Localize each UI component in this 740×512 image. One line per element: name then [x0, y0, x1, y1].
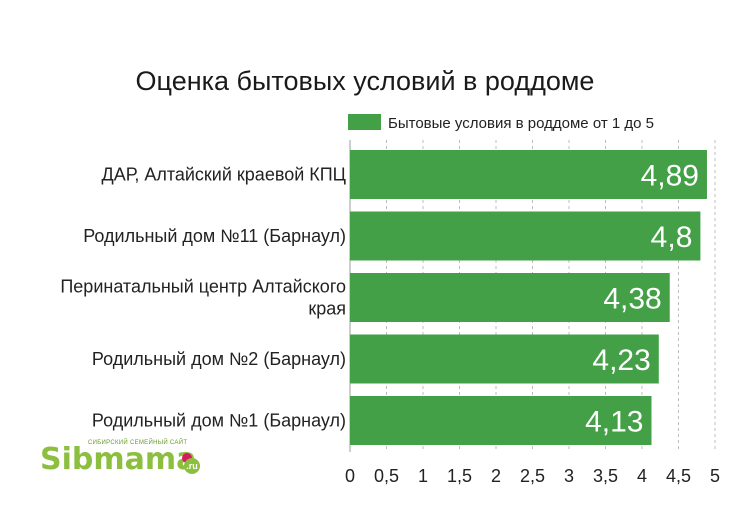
watermark-brand: Sibmama: [40, 442, 196, 477]
watermark-domain: .ru: [186, 461, 198, 471]
x-tick-label: 1: [418, 466, 428, 486]
chart-title: Оценка бытовых условий в роддоме: [136, 66, 595, 96]
legend-swatch: [348, 114, 381, 130]
x-tick-label: 5: [710, 466, 720, 486]
category-label: Родильный дом №2 (Барнаул): [92, 349, 346, 369]
x-tick-label: 3,5: [593, 466, 618, 486]
category-label: Родильный дом №1 (Барнаул): [92, 411, 346, 431]
x-tick-label: 2: [491, 466, 501, 486]
x-axis-ticks: 0 0,5 1 1,5 2 2,5 3 3,5 4 4,5 5: [345, 466, 720, 486]
bar: [350, 334, 659, 384]
bar-value-label: 4,89: [641, 160, 699, 193]
bars: [350, 150, 707, 445]
bar: [350, 396, 652, 445]
watermark-tagline: СИБИРСКИЙ СЕМЕЙНЫЙ САЙТ: [88, 438, 187, 446]
bar: [350, 211, 701, 261]
watermark-badge-icon: [184, 458, 200, 474]
x-tick-label: 4: [637, 466, 647, 486]
category-label: Родильный дом №11 (Барнаул): [83, 226, 346, 246]
sibmama-watermark: СИБИРСКИЙ СЕМЕЙНЫЙ САЙТ Sibmama .ru: [40, 438, 200, 477]
x-tick-label: 1,5: [447, 466, 472, 486]
legend-label: Бытовые условия в роддоме от 1 до 5: [388, 115, 654, 132]
bar-value-label: 4,38: [603, 283, 661, 316]
bar-value-label: 4,23: [592, 344, 650, 377]
category-label: ДАР, Алтайский краевой КПЦ: [102, 165, 346, 185]
bar-value-label: 4,8: [651, 221, 693, 254]
category-label: края: [308, 299, 346, 319]
value-labels: 4,89 4,8 4,38 4,23 4,13: [585, 160, 699, 439]
legend: Бытовые условия в роддоме от 1 до 5: [348, 114, 654, 132]
x-tick-label: 0: [345, 466, 355, 486]
x-tick-label: 2,5: [520, 466, 545, 486]
x-tick-label: 0,5: [374, 466, 399, 486]
bar: [350, 150, 707, 199]
category-labels: ДАР, Алтайский краевой КПЦ Родильный дом …: [60, 165, 346, 431]
bar-value-label: 4,13: [585, 406, 643, 439]
category-label: Перинатальный центр Алтайского: [60, 277, 346, 297]
bar: [350, 273, 670, 322]
x-tick-label: 4,5: [666, 466, 691, 486]
x-tick-label: 3: [564, 466, 574, 486]
